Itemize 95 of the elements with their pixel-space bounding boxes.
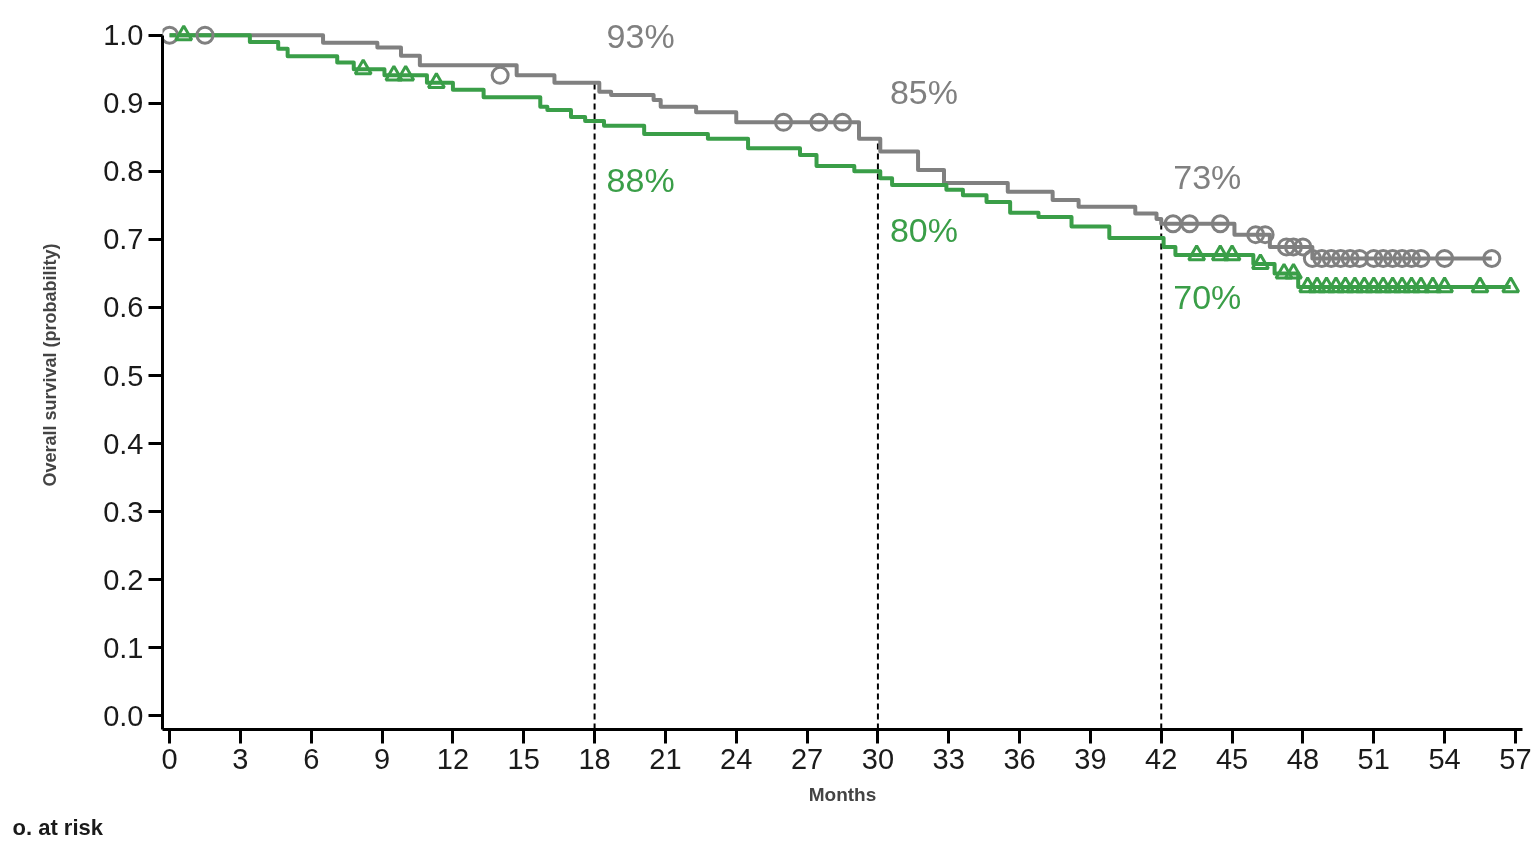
y-tick-label: 0.4 (103, 427, 144, 460)
point (1210, 214, 1230, 234)
annotation: 73% (1173, 157, 1242, 196)
point (833, 112, 852, 132)
point (1364, 276, 1384, 294)
point (1383, 248, 1403, 268)
x-tick-label: 57 (1499, 742, 1532, 775)
point (1340, 248, 1360, 268)
y-tick-label: 0.0 (103, 699, 144, 732)
x-tick-label: 6 (303, 742, 320, 775)
x-tick-label: 54 (1428, 742, 1461, 775)
point (1364, 248, 1384, 268)
point (1482, 248, 1502, 268)
point (1307, 276, 1327, 294)
point (773, 112, 793, 132)
point (1392, 276, 1412, 294)
y-axis-title: Overall survival (probability) (40, 243, 61, 487)
x-tick-label: 12 (436, 742, 470, 775)
point (1312, 248, 1332, 268)
x-tick-label: 15 (507, 742, 540, 775)
annotation: 80% (889, 211, 958, 250)
x-tick-label: 24 (720, 742, 753, 775)
y-tick-label: 1.0 (103, 19, 144, 52)
point (1423, 276, 1443, 294)
point (1435, 248, 1455, 268)
point (1246, 225, 1266, 245)
point (1354, 276, 1374, 294)
point (1210, 244, 1230, 262)
annotation: 70% (1173, 278, 1242, 317)
x-tick-label: 0 (161, 742, 178, 775)
point (1331, 248, 1351, 268)
x-tick-label: 18 (578, 742, 611, 775)
x-tick-label: 33 (932, 742, 965, 775)
point (1321, 248, 1341, 268)
point (1470, 276, 1490, 294)
x-tick-label: 30 (861, 742, 895, 775)
point (1501, 276, 1521, 294)
annotation: 85% (889, 72, 958, 111)
point (1283, 237, 1303, 257)
point (1335, 276, 1355, 294)
point (353, 58, 373, 76)
point (1411, 276, 1431, 294)
point (1250, 253, 1270, 271)
point (1411, 248, 1431, 268)
point (1302, 248, 1322, 268)
point (1383, 276, 1403, 294)
x-tick-label: 48 (1286, 742, 1320, 775)
point (1274, 262, 1294, 280)
point (1392, 248, 1412, 268)
point (1163, 214, 1183, 234)
y-tick-label: 0.1 (103, 631, 144, 664)
point (384, 64, 404, 82)
point (1298, 276, 1318, 294)
point (1326, 276, 1346, 294)
annotation: 93% (606, 16, 675, 55)
y-tick-label: 0.6 (103, 291, 144, 324)
x-tick-label: 45 (1215, 742, 1249, 775)
point (490, 65, 510, 85)
point (1222, 244, 1242, 262)
y-tick-label: 0.8 (103, 155, 144, 188)
point (1255, 225, 1275, 245)
point (1283, 262, 1303, 280)
x-tick-label: 21 (649, 742, 682, 775)
point (1402, 276, 1422, 294)
y-tick-label: 0.9 (103, 87, 144, 120)
y-tick-label: 0.5 (103, 359, 144, 392)
point (1350, 248, 1370, 268)
point (195, 25, 215, 45)
x-tick-label: 39 (1074, 742, 1107, 775)
x-tick-label: 3 (232, 742, 249, 775)
y-tick-label: 0.2 (103, 563, 144, 596)
point (396, 64, 416, 82)
point (1373, 276, 1393, 294)
point (1187, 244, 1207, 262)
point (1293, 237, 1313, 257)
x-tick-label: 51 (1357, 742, 1390, 775)
point (426, 72, 446, 89)
point (1180, 214, 1200, 234)
point (1373, 248, 1393, 268)
text: o. at risk (12, 814, 104, 840)
y-tick-label: 0.3 (103, 495, 144, 528)
x-axis-title: Months (808, 783, 877, 805)
x-tick-label: 42 (1145, 742, 1178, 775)
annotation: 88% (606, 160, 675, 199)
x-tick-label: 9 (374, 742, 391, 775)
point (1317, 276, 1337, 294)
point (809, 112, 829, 132)
point (1276, 237, 1296, 257)
point (174, 24, 194, 42)
point (1435, 276, 1455, 294)
point (1345, 276, 1365, 294)
point (1402, 248, 1422, 268)
x-tick-label: 36 (1003, 742, 1036, 775)
x-tick-label: 27 (790, 742, 824, 775)
y-tick-label: 0.7 (103, 223, 144, 256)
